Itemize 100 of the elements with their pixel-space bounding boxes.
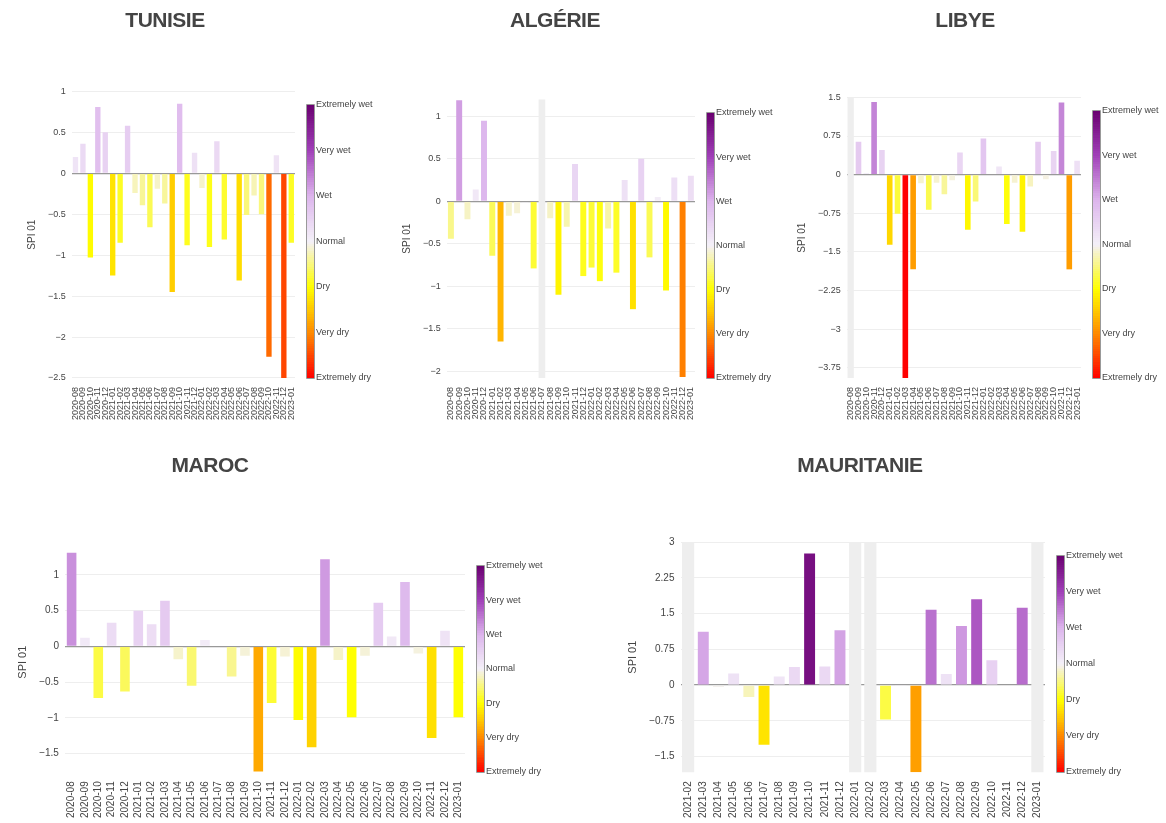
x-tick-label: 2021-04 xyxy=(907,386,918,420)
x-tick-label: 2022-11 xyxy=(668,386,679,420)
y-tick-label: 0.5 xyxy=(45,604,60,616)
color-bar-label: Very wet xyxy=(486,594,522,605)
color-bar-label: Wet xyxy=(1102,194,1119,205)
y-tick-label: −1.5 xyxy=(822,246,841,257)
y-tick-label: 0.75 xyxy=(655,643,675,655)
bar xyxy=(160,600,170,646)
bar xyxy=(1074,160,1080,175)
chart-title: TUNISIE xyxy=(124,8,206,32)
x-tick-label: 2022-03 xyxy=(602,386,613,420)
x-tick-label: 2021-07 xyxy=(757,780,769,818)
x-tick-label: 2020-08 xyxy=(445,386,456,420)
bar xyxy=(964,175,971,230)
color-bar-label: Extremely wet xyxy=(1066,550,1124,561)
bar xyxy=(400,582,410,646)
bar xyxy=(154,173,161,189)
x-tick-label: 2020-12 xyxy=(118,780,130,818)
x-tick-label: 2022-09 xyxy=(256,386,266,420)
y-tick-label: −2 xyxy=(55,331,66,342)
y-tick-label: 0 xyxy=(53,640,60,652)
chart-title: MAURITANIE xyxy=(796,453,924,477)
bar xyxy=(918,175,924,184)
bar xyxy=(1016,607,1028,685)
bar xyxy=(147,173,153,228)
x-tick-label: 2021-09 xyxy=(946,386,957,420)
bar xyxy=(743,685,755,697)
x-tick-label: 2021-06 xyxy=(742,780,754,818)
bar xyxy=(306,647,317,748)
x-tick-label: 2021-02 xyxy=(681,780,693,818)
color-bar-label: Wet xyxy=(486,629,503,640)
x-tick-label: 2021-06 xyxy=(198,780,210,818)
bar xyxy=(87,173,94,258)
bar xyxy=(146,624,157,646)
y-tick-label: −1 xyxy=(47,711,60,723)
y-tick-label: −1.5 xyxy=(47,290,66,301)
x-tick-label: 2022-03 xyxy=(879,780,891,818)
x-tick-label: 2022-04 xyxy=(610,386,621,420)
bar xyxy=(373,602,384,646)
bar xyxy=(481,120,487,201)
bar xyxy=(273,155,280,173)
y-tick-label: −1 xyxy=(430,280,441,291)
x-tick-label: 2021-10 xyxy=(954,386,965,420)
y-tick-label: −1.5 xyxy=(422,323,441,334)
bar xyxy=(133,610,144,646)
x-tick-label: 2021-10 xyxy=(561,386,572,420)
color-bar-label: Extremely wet xyxy=(1102,105,1160,116)
x-tick-label: 2022-09 xyxy=(1040,386,1051,420)
x-tick-label: 2022-11 xyxy=(1000,780,1012,818)
y-tick-label: 0.5 xyxy=(428,153,441,164)
y-tick-label: −0.5 xyxy=(422,238,441,249)
bar xyxy=(1043,175,1049,180)
bar xyxy=(1019,175,1026,232)
x-tick-label: 2021-03 xyxy=(697,780,709,818)
y-tick-label: −0.5 xyxy=(47,208,66,219)
bar xyxy=(949,175,955,181)
x-tick-label: 2021-09 xyxy=(788,780,800,818)
color-bar-label: Normal xyxy=(1066,658,1096,669)
bar xyxy=(464,201,471,220)
y-tick-label: 1 xyxy=(435,110,441,121)
x-tick-label: 2021-05 xyxy=(915,386,926,420)
bar xyxy=(819,666,831,685)
y-tick-label: −2.5 xyxy=(47,372,66,383)
y-axis-title: SPI 01 xyxy=(625,640,638,674)
color-bar-label: Normal xyxy=(716,239,746,250)
bar xyxy=(173,647,184,660)
bar xyxy=(925,175,932,210)
x-tick-label: 2021-10 xyxy=(803,780,815,818)
bar xyxy=(72,156,79,173)
y-tick-label: 0 xyxy=(435,195,441,206)
bar xyxy=(106,622,117,646)
bar xyxy=(555,201,562,295)
y-tick-label: 0.75 xyxy=(823,130,841,141)
y-tick-label: −1.5 xyxy=(654,750,675,762)
x-tick-label: 2023-01 xyxy=(285,386,296,420)
x-tick-label: 2021-06 xyxy=(923,386,934,420)
color-bar-label: Very dry xyxy=(716,328,750,339)
bar xyxy=(1011,175,1018,183)
x-tick-label: 2022-05 xyxy=(345,780,357,818)
bar xyxy=(243,173,250,216)
bar xyxy=(971,599,983,685)
x-tick-label: 2021-06 xyxy=(528,386,539,420)
y-tick-label: 0 xyxy=(835,169,841,180)
bar xyxy=(871,102,877,175)
y-tick-label: 1.5 xyxy=(660,607,675,619)
x-tick-label: 2021-11 xyxy=(818,780,830,818)
bar xyxy=(894,175,901,214)
y-tick-label: −1.5 xyxy=(39,747,60,759)
chart-title: MAROC xyxy=(170,453,250,477)
bar xyxy=(788,666,800,685)
x-tick-label: 2020-12 xyxy=(478,386,489,420)
y-tick-label: 0 xyxy=(60,167,66,178)
x-tick-label: 2022-04 xyxy=(332,780,344,818)
color-bar-label: Normal xyxy=(1102,238,1132,249)
color-bar-label: Dry xyxy=(716,284,731,295)
color-bar-label: Very dry xyxy=(316,326,350,337)
x-tick-label: 2021-11 xyxy=(265,780,277,818)
x-tick-label: 2021-02 xyxy=(145,780,157,818)
x-tick-label: 2022-09 xyxy=(970,780,982,818)
y-tick-label: −3 xyxy=(830,323,841,334)
